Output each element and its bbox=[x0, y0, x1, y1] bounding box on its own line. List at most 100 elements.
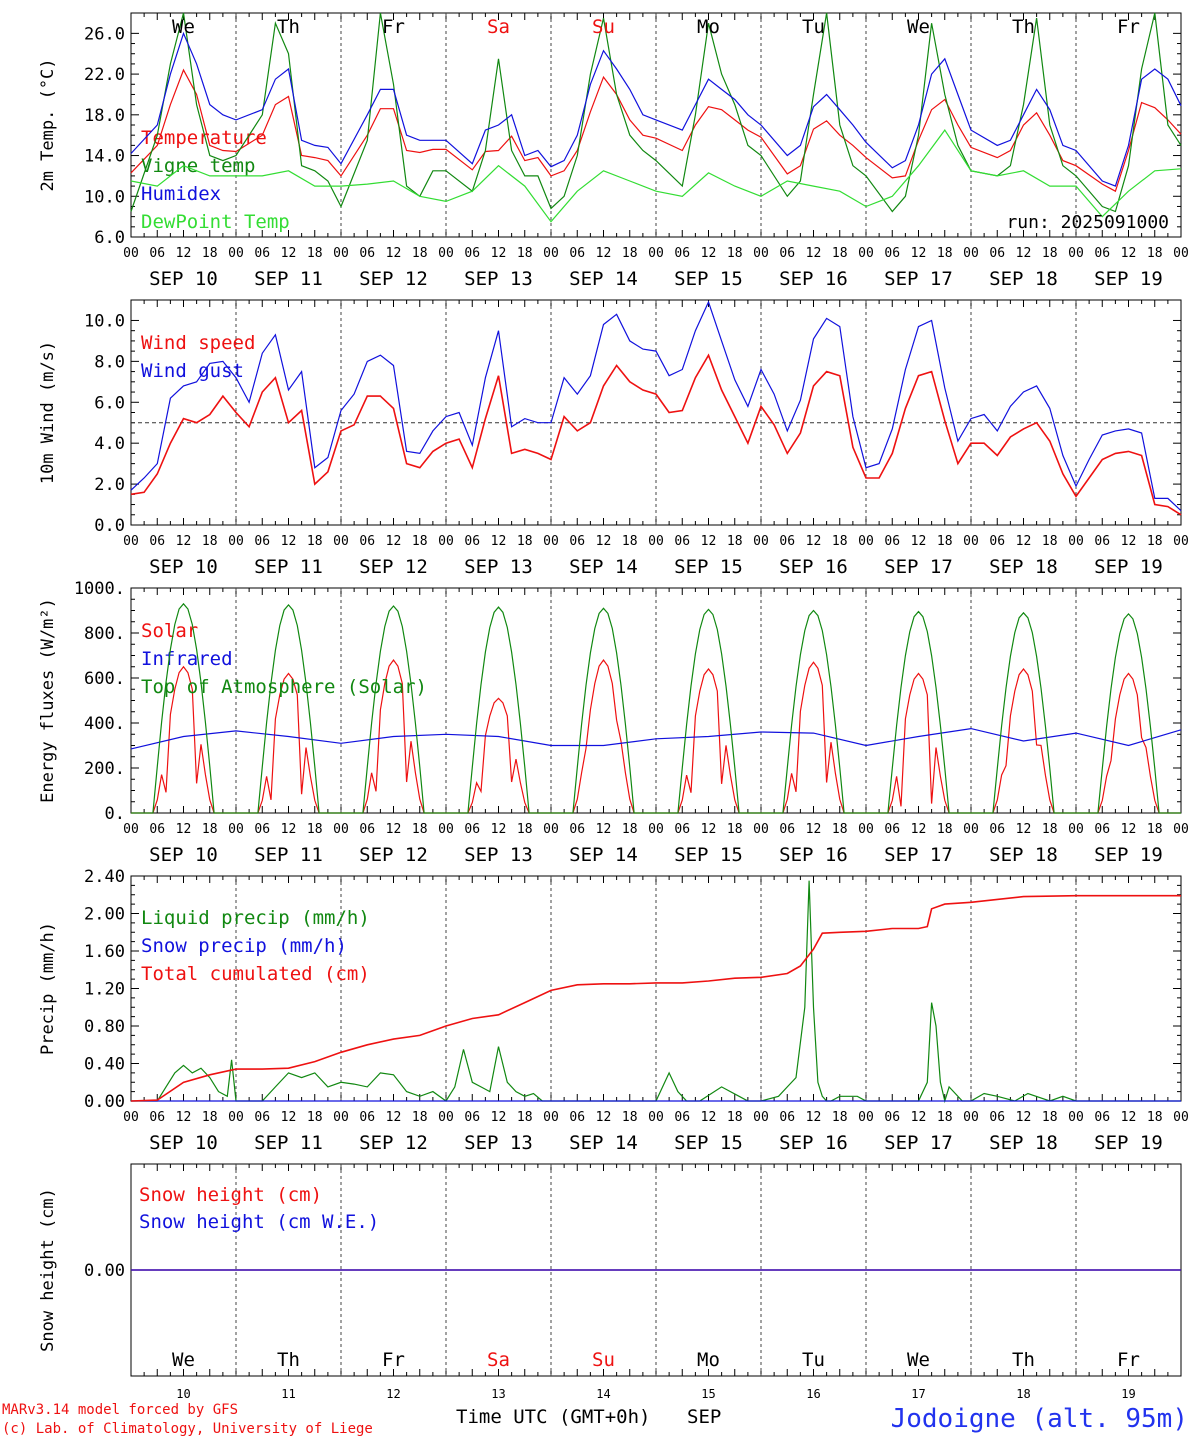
date-label: SEP 13 bbox=[464, 844, 533, 866]
y-axis-label: 2m Temp. (°C) bbox=[38, 58, 58, 191]
date-label: SEP 15 bbox=[674, 844, 743, 866]
hour-tick-label: 18 bbox=[517, 1110, 533, 1125]
hour-tick-label: 00 bbox=[1068, 246, 1084, 261]
weekday-label: We bbox=[172, 16, 195, 38]
date-label: SEP 12 bbox=[359, 1132, 428, 1154]
hour-tick-label: 06 bbox=[1094, 822, 1110, 837]
hour-tick-label: 18 bbox=[202, 246, 218, 261]
hour-tick-label: 12 bbox=[911, 534, 927, 549]
legend-entry: Top of Atmosphere (Solar) bbox=[141, 676, 427, 698]
date-label: SEP 10 bbox=[149, 1132, 218, 1154]
hour-tick-label: 06 bbox=[1094, 534, 1110, 549]
hour-tick-label: 18 bbox=[1042, 246, 1058, 261]
hour-tick-label: 06 bbox=[569, 822, 585, 837]
hour-tick-label: 06 bbox=[779, 246, 795, 261]
hour-tick-label: 00 bbox=[333, 246, 349, 261]
panel-1: 6.0 10.0 14.0 18.0 22.0 26.0 2m Temp. (°C) Temp… bbox=[38, 12, 1189, 290]
hour-tick-label: 12 bbox=[701, 1110, 717, 1125]
hour-tick-label: 12 bbox=[1016, 534, 1032, 549]
hour-tick-label: 00 bbox=[1173, 246, 1189, 261]
plot-frame bbox=[130, 587, 1182, 814]
credit-line-2: (c) Lab. of Climatology, University of L… bbox=[2, 1421, 373, 1437]
hour-tick-label: 00 bbox=[123, 246, 139, 261]
hour-tick-label: 18 bbox=[517, 246, 533, 261]
day-number-label: 15 bbox=[701, 1387, 715, 1401]
series-line-wind-gust bbox=[130, 300, 1182, 512]
hour-tick-label: 00 bbox=[858, 534, 874, 549]
day-number-label: 13 bbox=[491, 1387, 505, 1401]
hour-tick-label: 00 bbox=[648, 534, 664, 549]
series-line-wind-speed bbox=[130, 353, 1182, 516]
hour-tick-label: 00 bbox=[228, 1110, 244, 1125]
y-tick-label: 0.00 bbox=[84, 1261, 125, 1281]
weekday-label: Th bbox=[1012, 1349, 1035, 1371]
date-label: SEP 15 bbox=[674, 268, 743, 290]
hour-tick-label: 00 bbox=[333, 1110, 349, 1125]
hour-tick-label: 00 bbox=[438, 822, 454, 837]
date-label: SEP 19 bbox=[1094, 556, 1163, 578]
hour-tick-label: 06 bbox=[884, 822, 900, 837]
y-tick-label: 26.0 bbox=[84, 24, 125, 44]
day-number-label: 19 bbox=[1121, 1387, 1135, 1401]
date-label: SEP 14 bbox=[569, 844, 638, 866]
hour-tick-label: 12 bbox=[911, 246, 927, 261]
y-tick-label: 0.80 bbox=[84, 1017, 125, 1037]
date-label: SEP 14 bbox=[569, 1132, 638, 1154]
weekday-label: Tu bbox=[802, 1349, 825, 1371]
hour-tick-label: 12 bbox=[491, 246, 507, 261]
hour-tick-label: 06 bbox=[464, 1110, 480, 1125]
weekday-label: Sa bbox=[487, 1349, 510, 1371]
hour-tick-label: 00 bbox=[228, 534, 244, 549]
date-label: SEP 10 bbox=[149, 844, 218, 866]
hour-tick-label: 12 bbox=[701, 534, 717, 549]
hour-tick-label: 18 bbox=[307, 1110, 323, 1125]
plot-frame bbox=[130, 299, 1182, 526]
date-label: SEP 16 bbox=[779, 844, 848, 866]
hour-tick-label: 12 bbox=[806, 246, 822, 261]
hour-tick-label: 06 bbox=[779, 1110, 795, 1125]
y-axis-label: Precip (mm/h) bbox=[38, 922, 58, 1055]
hour-tick-label: 12 bbox=[701, 246, 717, 261]
weekday-label: Fr bbox=[382, 16, 405, 38]
hour-tick-label: 18 bbox=[727, 246, 743, 261]
hour-tick-label: 18 bbox=[307, 246, 323, 261]
hour-tick-label: 18 bbox=[832, 246, 848, 261]
hour-tick-label: 06 bbox=[674, 534, 690, 549]
legend-entry: Snow precip (mm/h) bbox=[141, 935, 347, 957]
hour-tick-label: 00 bbox=[1068, 822, 1084, 837]
hour-tick-label: 18 bbox=[727, 822, 743, 837]
y-tick-label: 0.00 bbox=[84, 1092, 125, 1112]
date-label: SEP 18 bbox=[989, 268, 1058, 290]
weekday-label: Th bbox=[277, 16, 300, 38]
series-line-top-of-atmosphere-solar- bbox=[131, 602, 1181, 814]
hour-tick-label: 00 bbox=[543, 246, 559, 261]
hour-tick-label: 06 bbox=[674, 1110, 690, 1125]
hour-tick-label: 18 bbox=[307, 534, 323, 549]
y-tick-label: 200. bbox=[84, 759, 125, 779]
date-label: SEP 14 bbox=[569, 556, 638, 578]
hour-tick-label: 12 bbox=[386, 246, 402, 261]
weekday-label: Fr bbox=[1117, 16, 1140, 38]
date-label: SEP 19 bbox=[1094, 268, 1163, 290]
weekday-label: We bbox=[172, 1349, 195, 1371]
hour-tick-label: 06 bbox=[359, 246, 375, 261]
hour-tick-label: 00 bbox=[543, 534, 559, 549]
date-label: SEP 18 bbox=[989, 844, 1058, 866]
hour-tick-label: 00 bbox=[1173, 534, 1189, 549]
hour-tick-label: 12 bbox=[1121, 822, 1137, 837]
hour-tick-label: 00 bbox=[1068, 534, 1084, 549]
date-label: SEP 19 bbox=[1094, 844, 1163, 866]
hour-tick-label: 00 bbox=[438, 1110, 454, 1125]
date-label: SEP 12 bbox=[359, 844, 428, 866]
weekday-label: Mo bbox=[697, 16, 720, 38]
hour-tick-label: 12 bbox=[281, 1110, 297, 1125]
y-tick-label: 8.0 bbox=[94, 352, 125, 372]
legend-entry: Wind speed bbox=[141, 332, 255, 354]
hour-tick-label: 18 bbox=[412, 1110, 428, 1125]
y-axis-label: Snow height (cm) bbox=[38, 1188, 58, 1352]
hour-tick-label: 18 bbox=[1042, 534, 1058, 549]
hour-tick-label: 06 bbox=[254, 246, 270, 261]
date-label: SEP 16 bbox=[779, 556, 848, 578]
hour-tick-label: 06 bbox=[989, 246, 1005, 261]
